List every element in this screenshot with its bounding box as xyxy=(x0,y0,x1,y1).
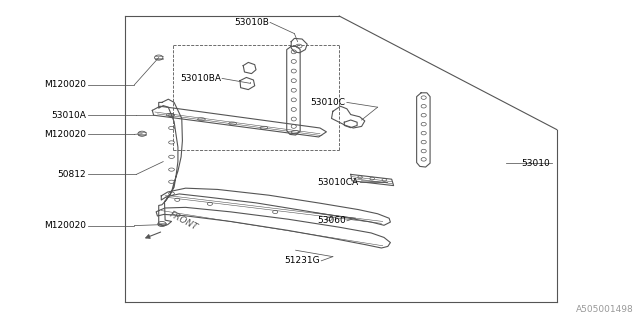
Text: 53010B: 53010B xyxy=(234,18,269,27)
Text: 53060: 53060 xyxy=(317,216,346,225)
Text: 53010BA: 53010BA xyxy=(180,74,221,83)
Text: M120020: M120020 xyxy=(44,130,86,139)
Text: 53010: 53010 xyxy=(522,159,550,168)
Text: 53010C: 53010C xyxy=(310,98,346,107)
Text: 53010CA: 53010CA xyxy=(317,178,358,187)
Text: 50812: 50812 xyxy=(58,170,86,179)
Text: 53010A: 53010A xyxy=(52,111,86,120)
Text: A505001498: A505001498 xyxy=(576,305,634,314)
Text: M120020: M120020 xyxy=(44,221,86,230)
Text: 51231G: 51231G xyxy=(284,256,320,265)
Text: FRONT: FRONT xyxy=(168,210,199,232)
Text: M120020: M120020 xyxy=(44,80,86,89)
